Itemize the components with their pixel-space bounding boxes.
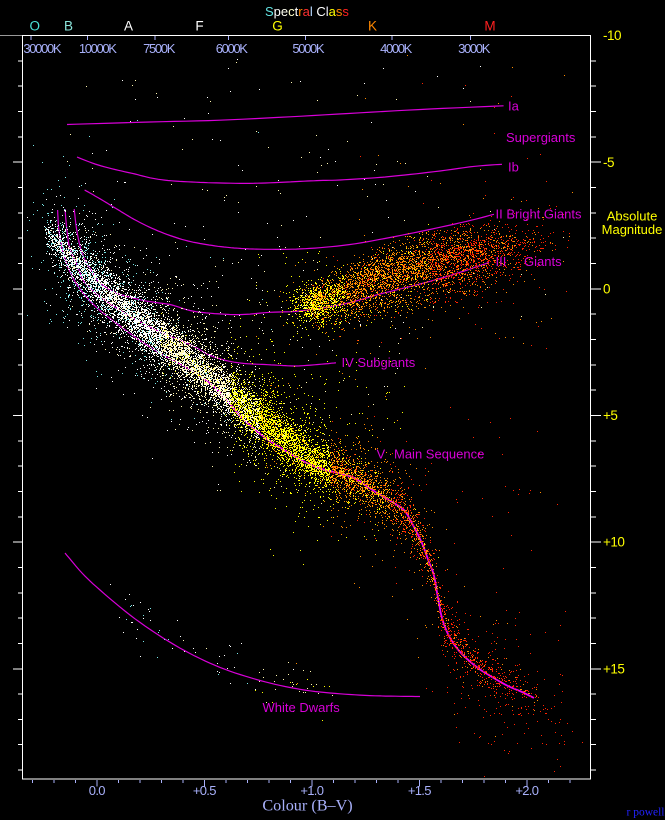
- svg-text:+5: +5: [603, 408, 617, 423]
- svg-text:+0.5: +0.5: [193, 783, 216, 798]
- svg-text:Absolute: Absolute: [607, 209, 658, 224]
- svg-text:0: 0: [603, 281, 610, 296]
- svg-text:White Dwarfs: White Dwarfs: [263, 700, 341, 715]
- svg-text:+1.5: +1.5: [408, 783, 431, 798]
- svg-text:F: F: [195, 18, 203, 33]
- svg-text:Giants: Giants: [524, 254, 562, 269]
- svg-text:B: B: [64, 18, 73, 33]
- svg-text:A: A: [124, 18, 133, 33]
- svg-text:-5: -5: [603, 155, 614, 170]
- svg-text:7500K: 7500K: [143, 41, 176, 56]
- svg-text:III: III: [496, 254, 507, 269]
- svg-text:+2.0: +2.0: [515, 783, 538, 798]
- svg-text:O: O: [30, 18, 41, 33]
- svg-text:Ib: Ib: [508, 160, 519, 175]
- svg-text:G: G: [272, 18, 283, 33]
- svg-text:K: K: [368, 18, 377, 33]
- svg-text:Magnitude: Magnitude: [602, 222, 663, 237]
- svg-text:3000K: 3000K: [458, 41, 491, 56]
- svg-text:0.0: 0.0: [89, 783, 105, 798]
- svg-text:6000K: 6000K: [216, 41, 249, 56]
- svg-text:M: M: [484, 18, 495, 33]
- svg-text:30000K: 30000K: [23, 41, 61, 56]
- svg-text:Ia: Ia: [508, 99, 520, 114]
- svg-text:+10: +10: [603, 535, 624, 550]
- svg-text:Supergiants: Supergiants: [506, 130, 576, 145]
- svg-text:r powell: r powell: [626, 807, 664, 819]
- svg-text:Main Sequence: Main Sequence: [394, 447, 484, 462]
- svg-text:-10: -10: [603, 28, 621, 43]
- svg-text:+1.0: +1.0: [300, 783, 323, 798]
- svg-text:+15: +15: [603, 661, 624, 676]
- svg-text:II Bright Giants: II Bright Giants: [496, 207, 582, 222]
- svg-text:10000K: 10000K: [79, 41, 117, 56]
- svg-text:Colour (B–V): Colour (B–V): [262, 797, 352, 815]
- svg-text:V: V: [377, 447, 386, 462]
- svg-text:4000K: 4000K: [380, 41, 413, 56]
- svg-text:IV Subgiants: IV Subgiants: [342, 355, 416, 370]
- svg-text:5000K: 5000K: [292, 41, 325, 56]
- svg-text:Spectral Class: Spectral Class: [265, 4, 349, 19]
